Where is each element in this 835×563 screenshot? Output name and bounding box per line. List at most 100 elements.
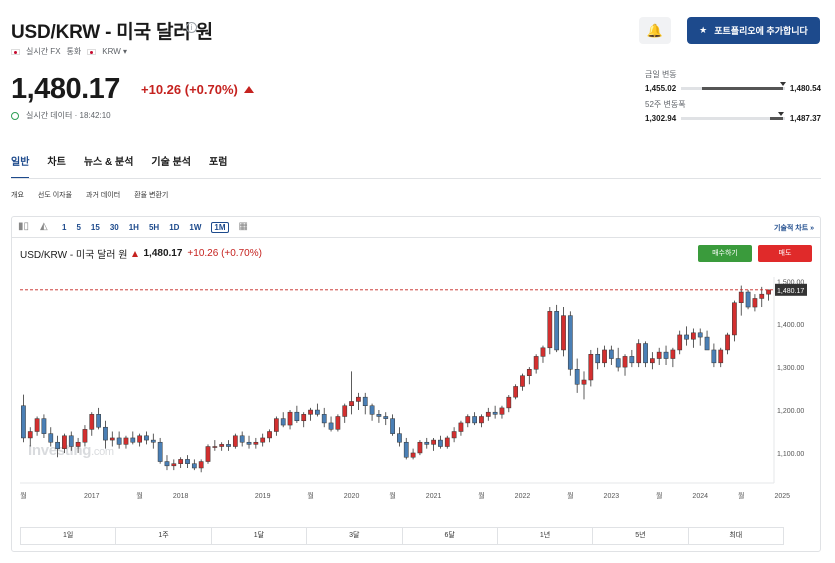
interval-1w[interactable]: 1W xyxy=(189,222,202,232)
candle-body xyxy=(499,407,505,415)
y-tick-label: 1,400.00 xyxy=(777,322,804,329)
candle-body xyxy=(260,437,266,443)
x-tick-label: 월 xyxy=(20,491,26,500)
table-icon[interactable]: ▦ xyxy=(238,221,248,232)
candle-body xyxy=(595,354,601,364)
candle-body xyxy=(438,439,443,447)
candle-body xyxy=(513,386,519,398)
candle-body xyxy=(239,435,245,443)
candle-body xyxy=(75,441,81,447)
tab-overview[interactable]: 일반 xyxy=(11,153,30,179)
period-max[interactable]: 최대 xyxy=(729,532,743,539)
candle-body xyxy=(82,429,88,443)
interval-5[interactable]: 5 xyxy=(76,222,81,232)
candle-body xyxy=(403,441,409,458)
currency-selector[interactable]: KRW ▾ xyxy=(102,47,128,56)
candle-body xyxy=(96,414,101,428)
candle-body xyxy=(157,441,163,462)
candle-body xyxy=(485,411,491,417)
interval-1m[interactable]: 1M xyxy=(211,221,229,233)
candlestick-chart[interactable]: 1,100.00 1,200.00 1,300.00 1,400.00 1,500.00… xyxy=(12,277,820,511)
tab-technical[interactable]: 기술 분석 xyxy=(151,157,191,168)
period-3m[interactable]: 3달 xyxy=(307,528,403,544)
candle-body xyxy=(315,409,320,415)
alert-button[interactable]: 🔔 xyxy=(639,17,671,44)
chevron-down-icon: ▾ xyxy=(123,47,128,56)
candle-body xyxy=(267,431,272,439)
subtab-converter[interactable]: 환율 변환기 xyxy=(134,192,169,199)
candle-body xyxy=(574,369,580,385)
period-1w[interactable]: 1주 xyxy=(116,528,212,544)
candle-body xyxy=(280,418,286,426)
tabs-divider xyxy=(11,178,821,179)
candle-body xyxy=(615,358,621,368)
candle-body xyxy=(191,463,197,469)
bell-plus-icon: 🔔 xyxy=(646,22,664,38)
tab-chart[interactable]: 차트 xyxy=(47,157,66,168)
sell-button[interactable]: 매도 xyxy=(758,245,812,262)
last-price: 1,480.17 xyxy=(11,73,120,105)
y-tick-label: 1,200.00 xyxy=(777,408,804,415)
candle-body xyxy=(684,334,689,340)
subtab-forward-rates[interactable]: 선도 이자율 xyxy=(37,192,73,199)
candle-body xyxy=(738,291,744,303)
up-arrow-icon xyxy=(243,86,254,93)
period-5y[interactable]: 5년 xyxy=(593,528,689,544)
candle-body xyxy=(356,396,361,402)
week52-range-bar xyxy=(681,112,785,120)
interval-1d[interactable]: 1D xyxy=(169,222,180,232)
candle-body xyxy=(253,441,259,445)
candle-body xyxy=(479,416,484,424)
candle-body xyxy=(554,311,560,351)
period-1y[interactable]: 1년 xyxy=(498,528,594,544)
candle-body xyxy=(226,444,231,447)
candle-body xyxy=(62,435,67,449)
period-1m[interactable]: 1달 xyxy=(212,528,308,544)
y-tick-label: 1,500.00 xyxy=(777,279,804,286)
daily-range-bar xyxy=(681,82,786,90)
candlestick-icon[interactable]: ▮▯ xyxy=(18,221,30,232)
chart-panel: ▮▯ ◭ 1 5 15 30 1H 5H 1D 1W 1M ▦ 기술적 차트 »… xyxy=(11,216,821,552)
candle-body xyxy=(130,437,136,443)
week52-range: 52주 변동폭 1,302.94 1,487.37 xyxy=(645,100,821,123)
candle-body xyxy=(458,422,464,432)
interval-30[interactable]: 30 xyxy=(109,222,119,232)
interval-1[interactable]: 1 xyxy=(62,222,67,232)
interval-5h[interactable]: 5H xyxy=(148,222,160,232)
candle-body xyxy=(677,334,683,351)
candle-body xyxy=(649,358,655,364)
buy-button[interactable]: 매수하기 xyxy=(698,245,752,262)
technical-chart-link[interactable]: 기술적 차트 » xyxy=(774,225,814,232)
candle-body xyxy=(670,349,676,359)
up-arrow-icon xyxy=(132,250,139,257)
interval-1h[interactable]: 1H xyxy=(128,222,139,232)
info-icon[interactable]: i xyxy=(186,22,197,33)
korea-flag-icon xyxy=(11,48,20,55)
x-tick-label: 월 xyxy=(307,491,313,500)
add-portfolio-button[interactable]: ★ 포트폴리오에 추가합니다 xyxy=(687,17,820,44)
tab-forum[interactable]: 포럼 xyxy=(209,157,228,168)
candle-body xyxy=(424,441,430,445)
main-tabs: 일반 차트 뉴스 & 분석 기술 분석 포럼 xyxy=(11,153,227,179)
subtab-overview[interactable]: 개요 xyxy=(11,192,24,199)
candle-body xyxy=(704,336,710,351)
chart-price: 1,480.17 xyxy=(143,248,183,259)
period-1d[interactable]: 1일 xyxy=(21,528,117,544)
period-6m[interactable]: 6달 xyxy=(403,528,498,544)
y-tick-label: 1,300.00 xyxy=(777,365,804,372)
period-selector: 1일 1주 1달 3달 6달 1년 5년 최대 xyxy=(20,527,784,545)
interval-15[interactable]: 15 xyxy=(90,222,100,232)
tab-news[interactable]: 뉴스 & 분석 xyxy=(83,157,134,168)
current-price-label: 1,480.17 xyxy=(777,288,804,295)
area-chart-icon[interactable]: ◭ xyxy=(40,221,48,232)
candle-body xyxy=(205,446,211,462)
candle-body xyxy=(451,431,457,439)
candle-body xyxy=(567,315,573,370)
currency-label: 통화 xyxy=(66,47,82,56)
candle-body xyxy=(137,435,143,443)
candle-body xyxy=(34,418,40,432)
candle-body xyxy=(349,401,354,407)
candle-body xyxy=(294,411,300,422)
subtab-historical-data[interactable]: 과거 데이터 xyxy=(86,192,121,199)
candle-body xyxy=(328,422,334,430)
